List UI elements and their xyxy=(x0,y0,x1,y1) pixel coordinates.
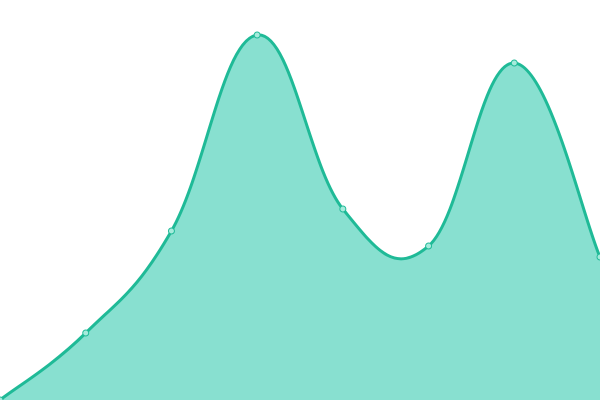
data-point xyxy=(82,329,90,337)
data-point xyxy=(425,242,433,250)
series-area-fill xyxy=(0,34,600,400)
data-point xyxy=(167,227,175,235)
data-points xyxy=(0,31,600,400)
data-point xyxy=(0,396,4,400)
data-point xyxy=(596,253,600,261)
data-point xyxy=(253,31,261,39)
data-point xyxy=(339,205,347,213)
data-point xyxy=(510,59,518,67)
